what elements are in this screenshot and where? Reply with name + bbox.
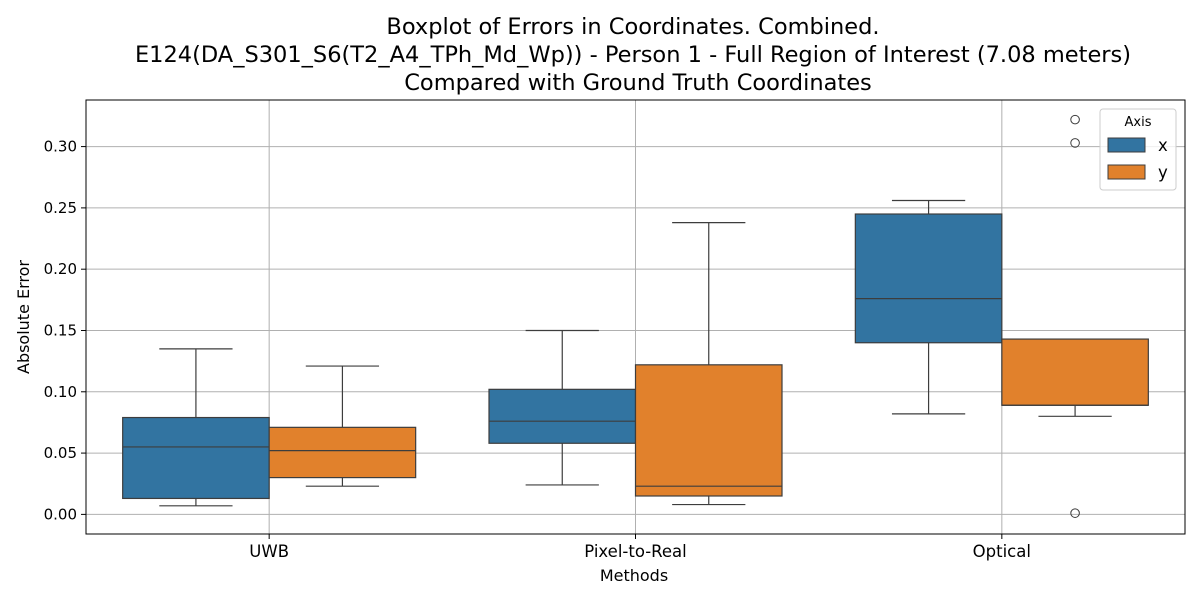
boxes-layer [122,114,1149,518]
y-tick-label: 0.30 [44,138,77,156]
box-y-Optical [1001,114,1149,518]
legend-label-x: x [1158,136,1168,155]
box-body [634,364,783,497]
box-body [488,388,637,444]
y-tick-label: 0.15 [44,321,77,339]
outlier-point [1070,114,1080,125]
title-line-2: E124(DA_S301_S6(T2_A4_TPh_Md_Wp)) - Pers… [135,42,1131,68]
x-tick-label: Optical [973,542,1031,561]
legend-swatch-y [1107,164,1146,180]
x-axis-label: Methods [600,566,668,585]
box-y-Pixel-to-Real [634,221,783,506]
box-body [122,416,270,500]
title-line-3: Compared with Ground Truth Coordinates [404,70,872,96]
x-axis-ticks: UWB Pixel-to-Real Optical [249,534,1031,561]
outlier-point [1070,508,1080,518]
legend-swatch-x [1107,137,1146,153]
x-tick-label: Pixel-to-Real [584,542,687,561]
box-x-Pixel-to-Real [488,329,637,486]
y-tick-label: 0.25 [44,199,77,217]
legend: Axis xy [1099,108,1177,191]
y-tick-label: 0.10 [44,383,77,401]
y-tick-label: 0.00 [44,505,77,523]
y-axis-ticks: 0.00 0.05 0.10 0.15 0.20 0.25 0.30 [44,138,86,523]
box-x-UWB [122,348,270,507]
y-tick-label: 0.20 [44,260,77,278]
box-x-Optical [854,199,1003,415]
legend-label-y: y [1158,163,1168,182]
outlier-point [1070,138,1080,148]
x-tick-label: UWB [249,542,289,561]
box-body [1001,338,1149,406]
y-tick-label: 0.05 [44,444,77,462]
chart-title: Boxplot of Errors in Coordinates. Combin… [135,14,1131,96]
box-body [854,213,1003,344]
box-y-UWB [268,365,417,487]
box-body [268,426,417,479]
title-line-1: Boxplot of Errors in Coordinates. Combin… [386,14,879,40]
y-axis-label: Absolute Error [14,260,33,374]
legend-title: Axis [1125,115,1152,130]
